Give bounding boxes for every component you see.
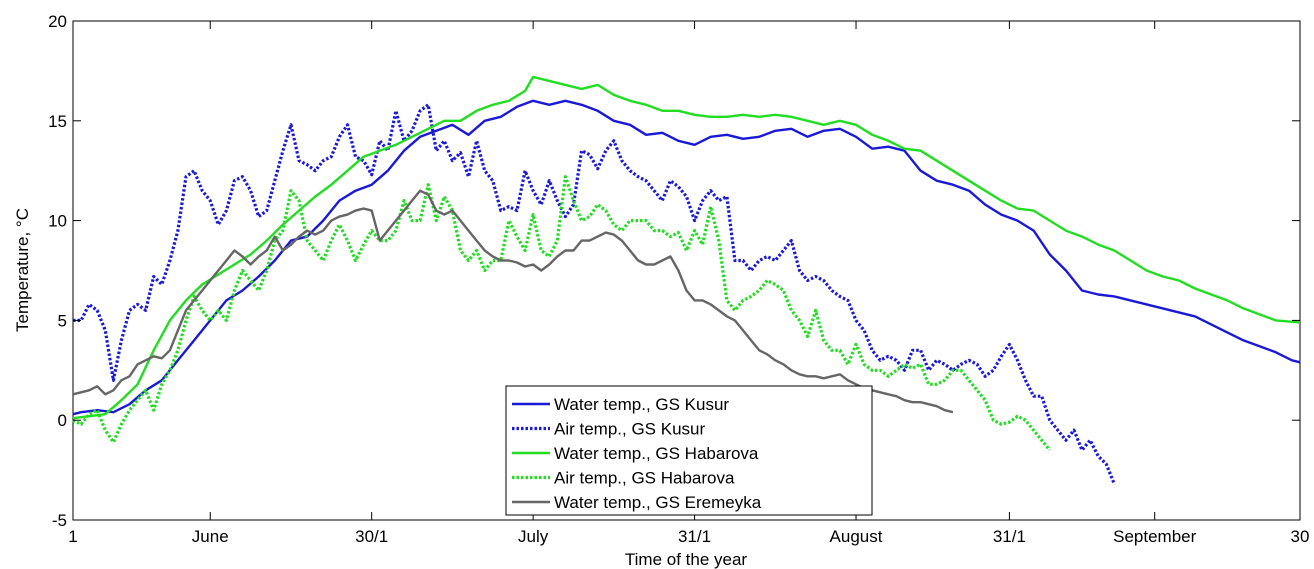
- series-line-5: [72, 189, 954, 414]
- x-tick-label: 31/1: [993, 527, 1026, 546]
- y-tick-label: 20: [48, 12, 67, 31]
- x-tick-label: 1: [68, 527, 77, 546]
- x-tick-label: September: [1113, 527, 1196, 546]
- legend-label-3: Water temp., GS Habarova: [554, 444, 759, 463]
- legend-box: [505, 385, 873, 516]
- x-tick-label: 30: [1291, 527, 1310, 546]
- legend-label-2: Air temp., GS Kusur: [554, 420, 705, 439]
- x-tick-label: August: [830, 527, 883, 546]
- x-tick-label: June: [192, 527, 229, 546]
- y-axis-ticks: -5 0 5 10 15 20: [48, 12, 1300, 530]
- series-line-4: [72, 175, 1052, 452]
- x-axis-ticks: 1 June 30/1 July 31/1 August 31/1 September 30: [68, 21, 1309, 546]
- legend: Water temp., GS Kusur Air temp., GS Kusur…: [505, 385, 873, 516]
- y-axis-label: Temperature, °C: [13, 208, 32, 332]
- series-line-1: [72, 99, 1301, 416]
- legend-label-4: Air temp., GS Habarova: [554, 469, 735, 488]
- x-tick-label: 31/1: [678, 527, 711, 546]
- series-layer: [72, 75, 1301, 485]
- x-tick-label: 30/1: [355, 527, 388, 546]
- y-tick-label: 0: [58, 411, 67, 430]
- x-axis-label: Time of the year: [625, 550, 748, 569]
- y-tick-label: -5: [52, 511, 67, 530]
- y-tick-label: 10: [48, 212, 67, 231]
- series-line-2: [73, 103, 1116, 485]
- series-line-3: [72, 75, 1301, 420]
- legend-label-5: Water temp., GS Eremeyka: [554, 493, 762, 512]
- y-tick-label: 15: [48, 112, 67, 131]
- y-tick-label: 5: [58, 311, 67, 330]
- x-tick-label: July: [518, 527, 549, 546]
- legend-label-1: Water temp., GS Kusur: [554, 395, 729, 414]
